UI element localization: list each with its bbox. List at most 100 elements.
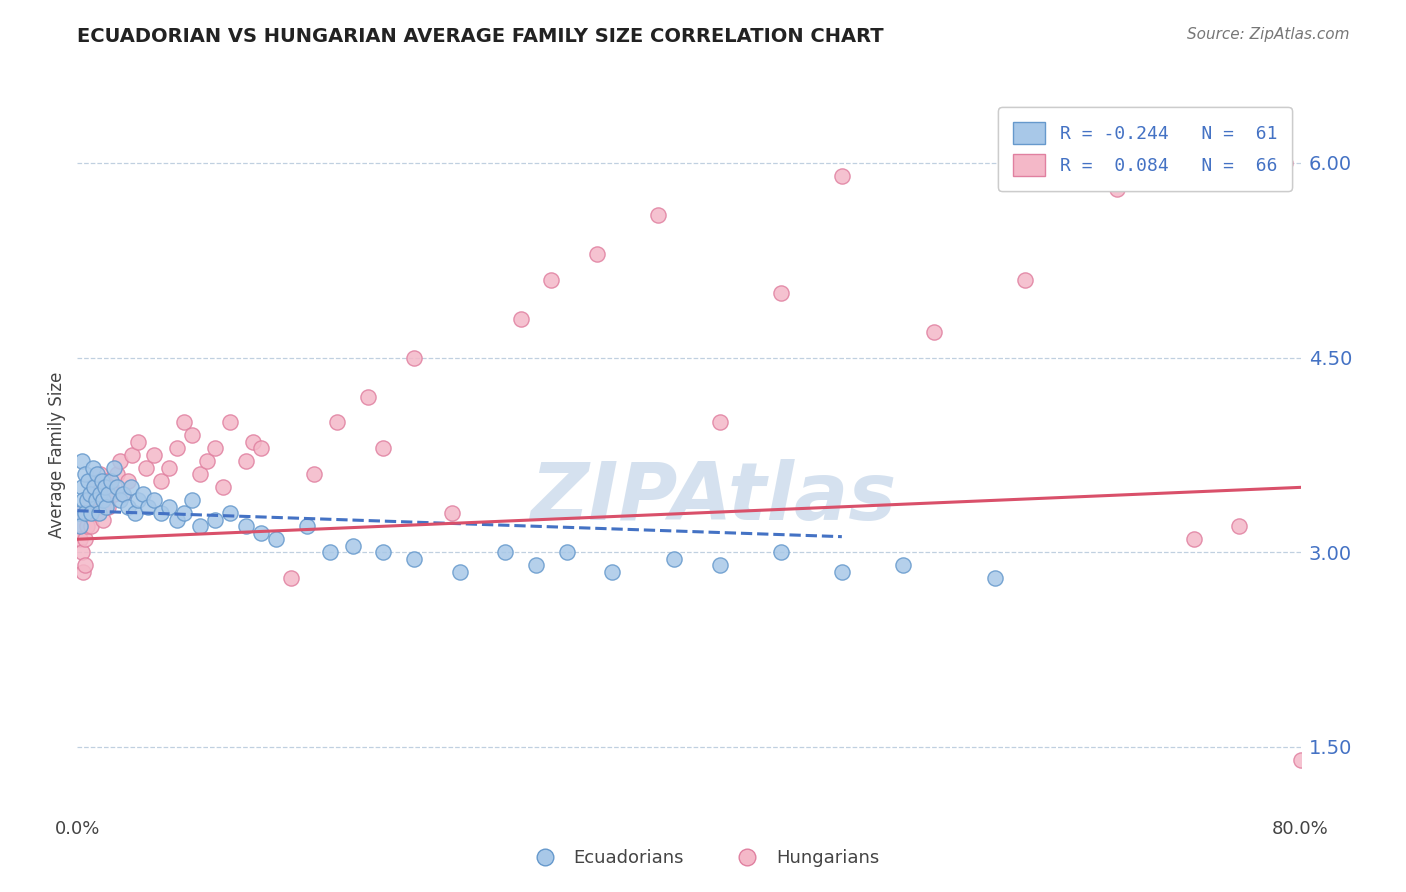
Point — [94, 493, 117, 508]
Point — [105, 467, 128, 482]
Point — [602, 565, 624, 579]
Point — [72, 493, 94, 508]
Point — [100, 474, 122, 488]
Point — [769, 285, 792, 300]
Point — [77, 506, 100, 520]
Point — [69, 533, 91, 547]
Point — [831, 169, 853, 183]
Point — [495, 545, 517, 559]
Point — [235, 519, 257, 533]
Point — [440, 506, 463, 520]
Point — [235, 454, 257, 468]
Point — [326, 416, 349, 430]
Point — [128, 434, 150, 449]
Point — [79, 487, 101, 501]
Point — [371, 545, 394, 559]
Point — [67, 519, 90, 533]
Text: Source: ZipAtlas.com: Source: ZipAtlas.com — [1187, 27, 1350, 42]
Point — [181, 493, 204, 508]
Point — [219, 416, 242, 430]
Point — [108, 454, 131, 468]
Point — [136, 500, 159, 514]
Point — [86, 474, 108, 488]
Point — [181, 428, 204, 442]
Point — [342, 539, 364, 553]
Point — [357, 390, 380, 404]
Point — [371, 442, 394, 456]
Point — [76, 519, 98, 533]
Point — [112, 487, 135, 501]
Point — [80, 519, 103, 533]
Point — [586, 247, 609, 261]
Point — [449, 565, 471, 579]
Point — [509, 311, 531, 326]
Point — [86, 467, 108, 482]
Point — [250, 525, 273, 540]
Point — [89, 467, 111, 482]
Point — [90, 500, 112, 514]
Point — [117, 474, 139, 488]
Point — [84, 506, 107, 520]
Point — [128, 493, 150, 508]
Point — [402, 351, 425, 365]
Point — [73, 506, 96, 520]
Legend: R = -0.244   N =  61, R =  0.084   N =  66: R = -0.244 N = 61, R = 0.084 N = 66 — [998, 107, 1292, 191]
Point — [67, 506, 90, 520]
Point — [173, 506, 195, 520]
Point — [709, 416, 731, 430]
Point — [295, 519, 318, 533]
Point — [540, 273, 562, 287]
Point — [103, 487, 125, 501]
Point — [219, 506, 242, 520]
Text: ECUADORIAN VS HUNGARIAN AVERAGE FAMILY SIZE CORRELATION CHART: ECUADORIAN VS HUNGARIAN AVERAGE FAMILY S… — [77, 27, 884, 45]
Point — [84, 493, 107, 508]
Point — [79, 493, 101, 508]
Point — [96, 500, 118, 514]
Point — [80, 506, 103, 520]
Point — [120, 480, 142, 494]
Point — [77, 474, 100, 488]
Text: ZIPAtlas: ZIPAtlas — [530, 458, 897, 537]
Point — [91, 513, 114, 527]
Point — [1229, 519, 1251, 533]
Point — [769, 545, 792, 559]
Point — [524, 558, 547, 573]
Point — [87, 493, 110, 508]
Point — [108, 493, 131, 508]
Point — [157, 461, 180, 475]
Point — [1274, 156, 1296, 170]
Point — [304, 467, 326, 482]
Point — [70, 545, 93, 559]
Point — [166, 442, 188, 456]
Point — [831, 565, 853, 579]
Point — [105, 480, 128, 494]
Point — [103, 461, 125, 475]
Point — [150, 506, 173, 520]
Point — [94, 480, 117, 494]
Point — [1014, 273, 1036, 287]
Point — [157, 500, 180, 514]
Point — [117, 500, 139, 514]
Point — [73, 558, 96, 573]
Point — [922, 325, 945, 339]
Point — [76, 493, 98, 508]
Point — [69, 519, 91, 533]
Point — [1182, 533, 1205, 547]
Point — [173, 416, 195, 430]
Point — [647, 208, 669, 222]
Point — [90, 474, 112, 488]
Point — [984, 571, 1007, 585]
Point — [150, 474, 173, 488]
Point — [96, 474, 118, 488]
Point — [1107, 182, 1129, 196]
Point — [142, 493, 165, 508]
Point — [89, 487, 111, 501]
Point — [112, 487, 135, 501]
Point — [204, 513, 226, 527]
Point — [242, 434, 264, 449]
Point — [188, 467, 211, 482]
Point — [211, 480, 233, 494]
Point — [73, 533, 96, 547]
Point — [264, 533, 287, 547]
Point — [91, 493, 114, 508]
